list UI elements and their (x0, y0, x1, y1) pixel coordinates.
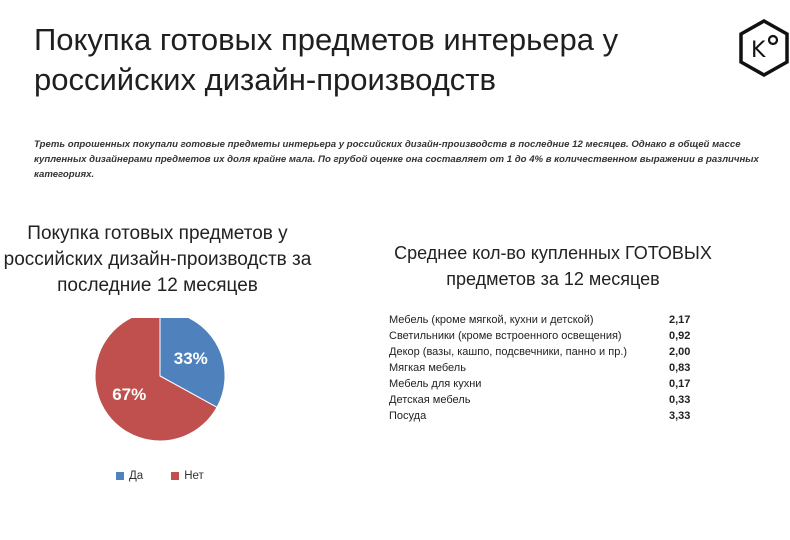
row-value: 0,33 (669, 394, 691, 406)
svg-text:K: K (751, 38, 766, 63)
pie-chart: 33% 67% (94, 318, 226, 442)
legend-swatch-yes (116, 472, 124, 480)
row-value: 2,00 (669, 346, 691, 358)
row-value: 2,17 (669, 314, 691, 326)
row-label: Светильники (кроме встроенного освещения… (389, 330, 622, 342)
table-row: Мебель (кроме мягкой, кухни и детской) 2… (389, 312, 709, 328)
table-row: Детская мебель 0,33 (389, 392, 709, 408)
intro-text: Треть опрошенных покупали готовые предме… (34, 139, 759, 180)
row-value: 0,92 (669, 330, 691, 342)
pie-label-yes: 33% (174, 349, 208, 368)
row-label: Мебель для кухни (389, 378, 482, 390)
legend-item-yes: Да (116, 470, 143, 482)
legend-label-no: Нет (184, 470, 204, 482)
table-row: Светильники (кроме встроенного освещения… (389, 328, 709, 344)
legend-swatch-no (171, 472, 180, 480)
slide-title: Покупка готовых предметов интерьера у ро… (34, 22, 619, 97)
row-label: Мягкая мебель (389, 362, 466, 374)
table-row: Декор (вазы, кашпо, подсвечники, панно и… (389, 344, 709, 360)
pie-slice-yes (159, 318, 226, 408)
row-value: 0,83 (669, 362, 691, 374)
pie-chart-title: Покупка готовых предметов у российских д… (3, 223, 312, 296)
row-label: Мебель (кроме мягкой, кухни и детской) (389, 314, 594, 326)
pie-slice-no (94, 318, 218, 442)
table-row: Посуда 3,33 (389, 408, 709, 424)
row-label: Декор (вазы, кашпо, подсвечники, панно и… (389, 346, 628, 358)
pie-label-no: 67% (112, 385, 146, 404)
row-label: Детская мебель (389, 394, 471, 406)
purchases-table: Мебель (кроме мягкой, кухни и детской) 2… (389, 312, 709, 424)
table-row: Мебель для кухни 0,17 (389, 376, 709, 392)
legend-label-yes: Да (129, 470, 144, 482)
table-row: Мягкая мебель 0,83 (389, 360, 709, 376)
brand-logo: K (739, 18, 789, 78)
table-title: Среднее кол-во купленных ГОТОВЫХ предмет… (394, 243, 712, 289)
pie-legend: Да Нет (116, 470, 204, 482)
row-value: 0,17 (669, 378, 691, 390)
legend-item-no: Нет (171, 470, 204, 482)
row-label: Посуда (389, 410, 427, 422)
row-value: 3,33 (669, 410, 691, 422)
